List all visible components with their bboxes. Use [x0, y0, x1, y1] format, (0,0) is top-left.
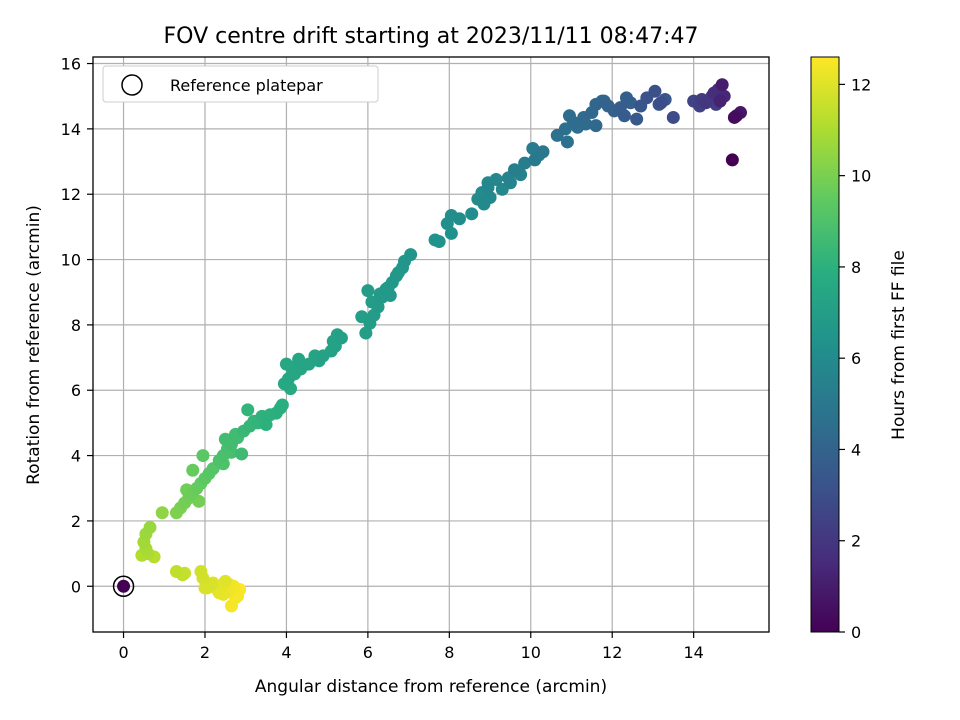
x-axis-label: Angular distance from reference (arcmin) [255, 677, 607, 697]
scatter-point [292, 352, 306, 366]
y-tick-label: 6 [71, 381, 81, 400]
y-tick-label: 8 [71, 316, 81, 335]
scatter-point [589, 119, 603, 133]
y-tick-label: 16 [61, 55, 81, 74]
plot-frame [92, 56, 770, 633]
legend-label: Reference platepar [170, 76, 323, 95]
scatter-point [489, 173, 503, 187]
scatter-point [404, 248, 418, 262]
x-tick-label: 0 [118, 643, 128, 662]
scatter-point [218, 432, 232, 446]
colorbar-gradient [810, 56, 840, 633]
scatter-point [453, 212, 467, 226]
scatter-point [444, 226, 458, 240]
reference-platepar-marker [112, 575, 135, 598]
scatter-point [218, 574, 232, 588]
x-tick-label: 12 [602, 643, 622, 662]
y-tick-label: 14 [61, 120, 81, 139]
scatter-point [241, 403, 255, 417]
scatter-point [259, 418, 273, 432]
scatter-point [648, 84, 662, 98]
colorbar-tick-label: 12 [851, 75, 871, 94]
scatter-point [186, 463, 200, 477]
scatter-point [630, 112, 644, 126]
colorbar-tick-label: 2 [851, 532, 861, 551]
scatter-point [560, 135, 574, 149]
scatter-point [699, 96, 713, 110]
scatter-point [727, 110, 741, 124]
scatter-point [212, 586, 226, 600]
scatter-point [279, 357, 293, 371]
y-axis-label: Rotation from reference (arcmin) [24, 205, 44, 485]
colorbar-ticks: 0 2 4 6 8 10 12 [839, 75, 871, 642]
scatter-point [383, 288, 397, 302]
y-tick-label: 2 [71, 512, 81, 531]
scatter-point [196, 449, 210, 463]
scatter-point [713, 94, 727, 108]
scatter-point [275, 398, 289, 412]
scatter-point [654, 96, 668, 110]
reference-point [117, 579, 131, 593]
scatter-point [483, 190, 497, 204]
legend: Reference platepar [102, 65, 379, 103]
x-tick-label: 10 [521, 643, 541, 662]
y-tick-label: 4 [71, 447, 81, 466]
scatter-point [715, 78, 729, 92]
scatter-point [361, 284, 375, 298]
x-tick-label: 6 [363, 643, 373, 662]
scatter-point [169, 565, 183, 579]
x-tick-label: 4 [281, 643, 291, 662]
scatter-point [666, 110, 680, 124]
scatter-point [235, 447, 249, 461]
scatter-point [194, 565, 208, 579]
scatter-point [518, 156, 532, 170]
legend-marker [121, 74, 143, 96]
colorbar-tick-label: 10 [851, 167, 871, 186]
scatter-points [135, 78, 747, 613]
colorbar-tick-label: 8 [851, 258, 861, 277]
reference-ring [112, 575, 135, 598]
legend-box [102, 65, 379, 103]
scatter-point [143, 520, 157, 534]
x-tick-label: 14 [683, 643, 703, 662]
scatter-point [432, 235, 446, 249]
scatter-point [389, 269, 403, 283]
colorbar-tick-label: 4 [851, 440, 861, 459]
scatter-point [562, 109, 576, 123]
colorbar-label: Hours from first FF file [889, 250, 909, 440]
y-tick-label: 12 [61, 185, 81, 204]
y-tick-label: 0 [71, 577, 81, 596]
grid-lines [93, 57, 769, 632]
scatter-point [617, 109, 631, 123]
x-tick-label: 2 [200, 643, 210, 662]
scatter-point [155, 506, 169, 520]
scatter-point [528, 153, 542, 167]
colorbar: 0 2 4 6 8 10 12 Hours from first FF file [810, 56, 909, 642]
chart-title: FOV centre drift starting at 2023/11/11 … [164, 24, 699, 49]
scatter-point [334, 331, 348, 345]
scatter-point [536, 145, 550, 159]
colorbar-tick-label: 6 [851, 349, 861, 368]
y-axis-ticks: 0 2 4 6 8 10 12 14 16 [61, 55, 93, 596]
x-tick-label: 8 [444, 643, 454, 662]
scatter-point [200, 581, 214, 595]
scatter-point [619, 91, 633, 105]
scatter-point [371, 300, 385, 314]
scatter-point [507, 163, 521, 177]
x-axis-ticks: 0 2 4 6 8 10 12 14 [118, 632, 704, 662]
scatter-point [725, 153, 739, 167]
y-tick-label: 10 [61, 251, 81, 270]
scatter-point [481, 181, 495, 195]
scatter-point [359, 326, 373, 340]
scatter-point [465, 207, 479, 221]
scatter-point [224, 599, 238, 613]
colorbar-tick-label: 0 [851, 623, 861, 642]
